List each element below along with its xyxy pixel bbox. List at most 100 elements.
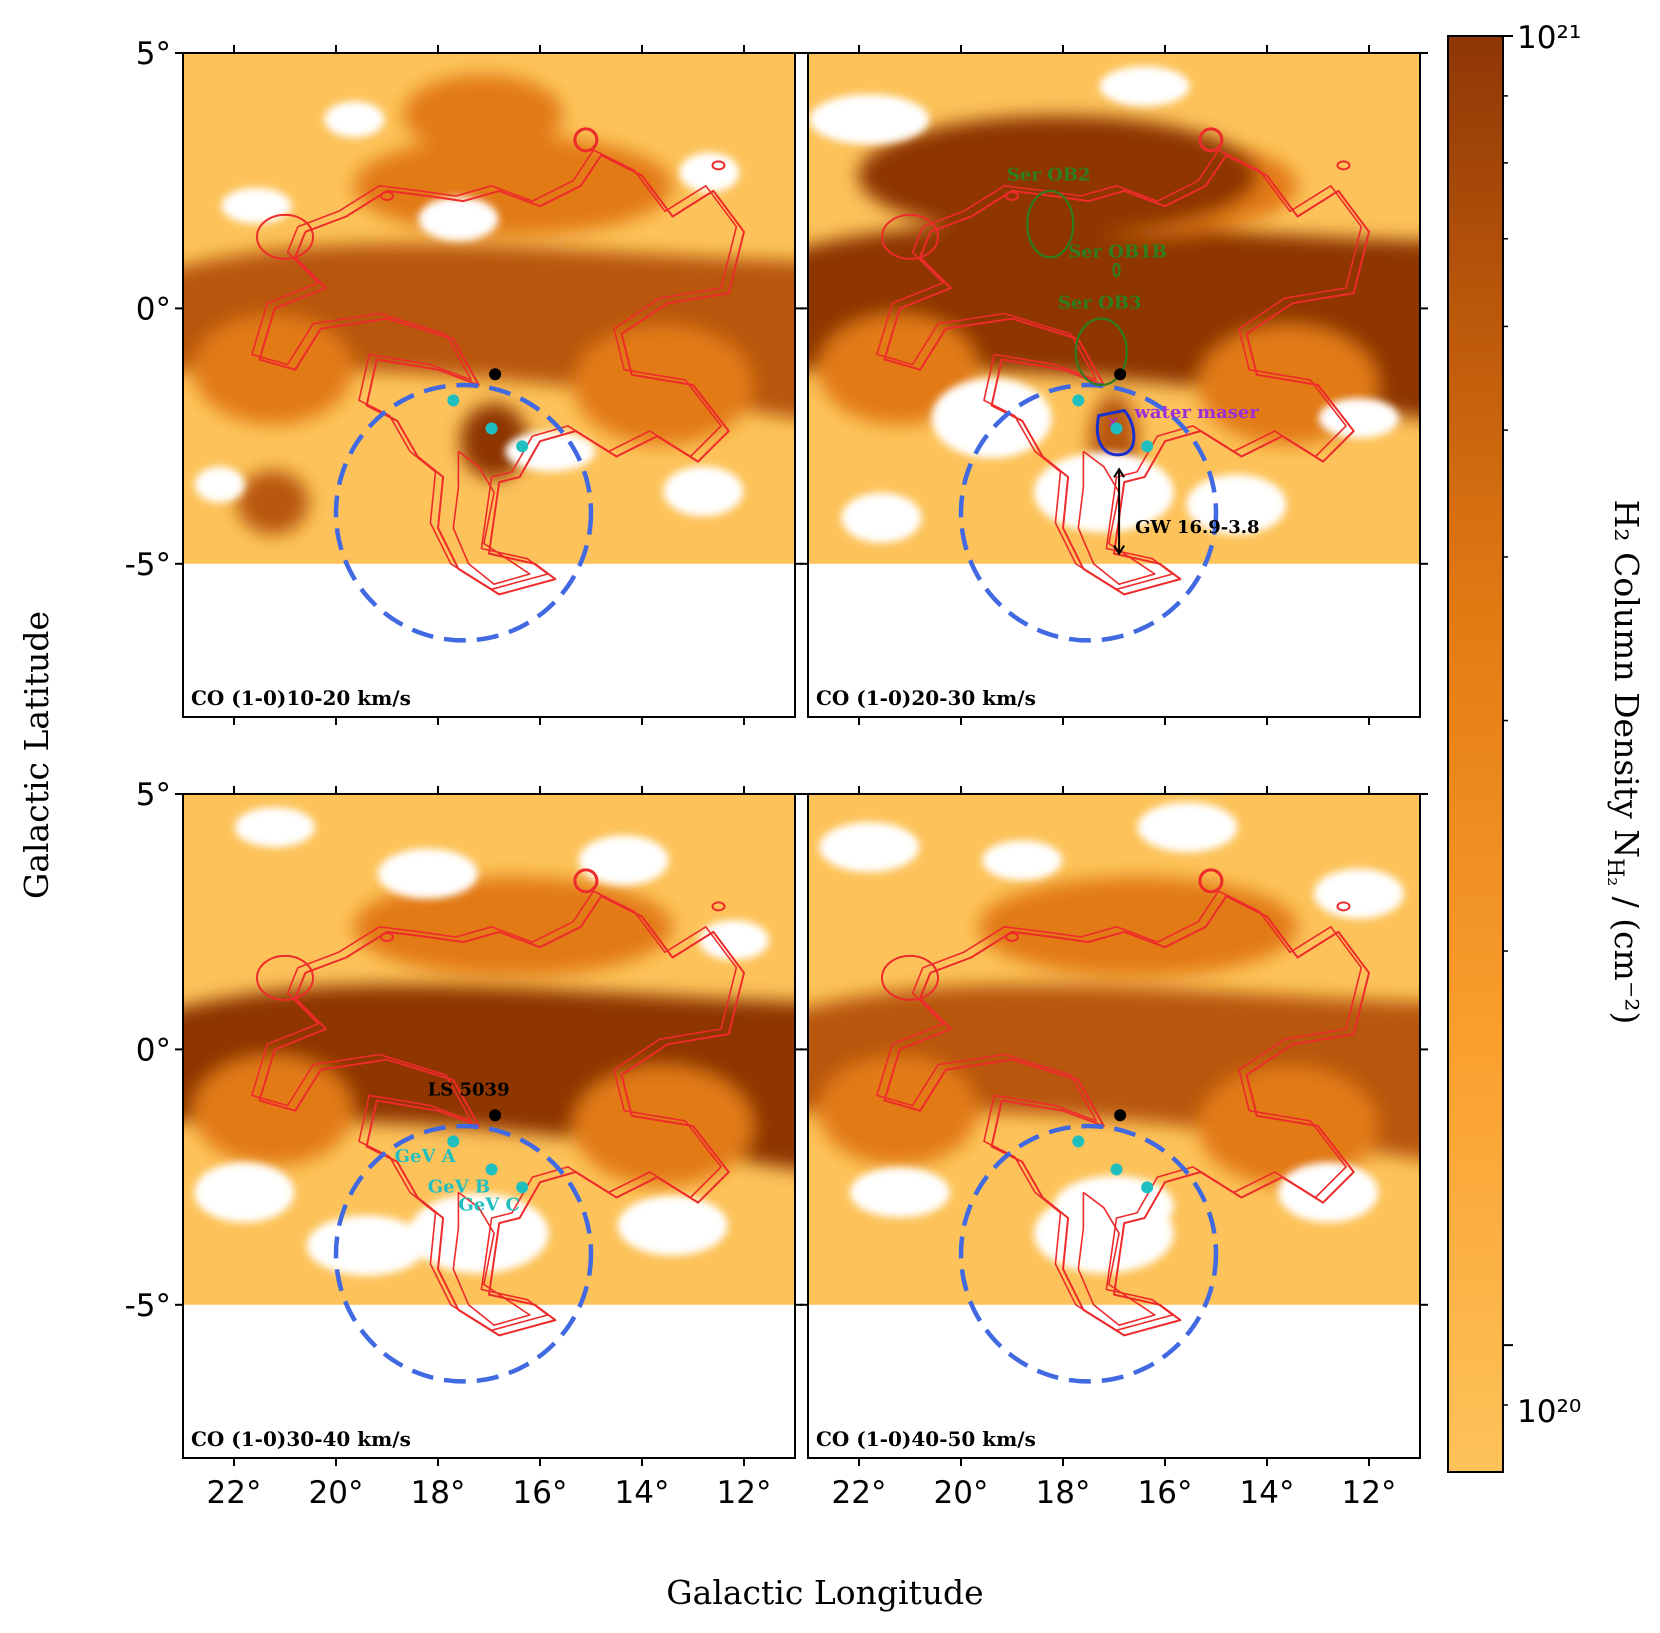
- x-axis-title: Galactic Longitude: [666, 1573, 983, 1612]
- empty-hole: [931, 378, 1052, 459]
- empty-hole: [982, 840, 1063, 881]
- label-ser-ob3: Ser OB3: [1058, 292, 1142, 313]
- x-tick-label: 12°: [717, 1475, 772, 1511]
- contour-small: [711, 901, 726, 912]
- empty-hole: [663, 466, 744, 517]
- empty-hole: [841, 492, 922, 543]
- colorbar-title-unit: / (cm⁻²): [1607, 886, 1646, 1024]
- density-blobs: [808, 115, 1420, 490]
- cloud-west: [193, 314, 353, 425]
- empty-hole: [1278, 1162, 1379, 1223]
- x-tick-label: 18°: [411, 1475, 466, 1511]
- empty-holes: [809, 66, 1399, 543]
- gev-source-b: [1110, 422, 1123, 435]
- panel-label-1: CO (1-0)10-20 km/s: [191, 686, 411, 710]
- label-gev-b: GeV B: [428, 1176, 490, 1197]
- empty-holes: [194, 101, 744, 517]
- y-tick-label: 5°: [136, 777, 171, 813]
- gev-source-a: [447, 394, 460, 407]
- contour-inner: [1077, 450, 1156, 586]
- empty-hole: [221, 187, 292, 224]
- gev-source-a: [447, 1135, 460, 1148]
- contour-main-outer: [251, 149, 738, 591]
- empty-hole: [418, 197, 499, 241]
- cloud-west: [818, 1055, 978, 1166]
- empty-hole: [306, 1215, 427, 1276]
- cloud-upper-dense: [858, 115, 1258, 236]
- y-tick-label: 5°: [136, 36, 171, 72]
- contour-small: [1336, 901, 1351, 912]
- y-tick-label: -5°: [125, 547, 171, 583]
- ticks: [175, 786, 803, 1466]
- cloud-north: [403, 74, 563, 155]
- cloud-east: [1198, 1066, 1378, 1187]
- contour-ring-west: [881, 954, 939, 1001]
- contour-inner: [1077, 1191, 1156, 1326]
- label-ser-ob1b: Ser OB1B: [1068, 241, 1167, 262]
- contour-ring-north: [1198, 127, 1224, 153]
- panel-label-4: CO (1-0)40-50 km/s: [816, 1427, 1036, 1451]
- x-tick-label: 22°: [207, 1475, 262, 1511]
- y-tick-label: 0°: [136, 291, 171, 327]
- gw-arrow-down-head: [1113, 545, 1125, 556]
- contour-ring-north: [1198, 868, 1224, 894]
- panel-label-2: CO (1-0)20-30 km/s: [816, 686, 1036, 710]
- x-tick-label: 12°: [1342, 1475, 1397, 1511]
- ticks: [175, 45, 803, 725]
- panel-label-3: CO (1-0)30-40 km/s: [191, 1427, 411, 1451]
- contour-main: [883, 895, 1370, 1337]
- colorbar-max-label: 10²¹: [1517, 20, 1581, 56]
- panel-frame: [807, 793, 1421, 1459]
- empty-hole: [1033, 1193, 1174, 1274]
- empty-hole: [679, 152, 740, 193]
- gev-source-a: [1072, 1135, 1085, 1148]
- contour-small: [1005, 191, 1019, 202]
- ls5039-marker: [1114, 1109, 1127, 1122]
- cloud-west: [193, 1055, 353, 1166]
- colorbar-title: H₂ Column Density NH₂ / (cm⁻²): [1602, 500, 1646, 1025]
- ticks: [800, 45, 1428, 725]
- empty-hole: [408, 1193, 549, 1274]
- colorbar-title-main: H₂ Column Density N: [1607, 500, 1646, 858]
- empty-hole: [324, 101, 385, 138]
- panel-image-1: [183, 53, 795, 717]
- tev-circle: [958, 382, 1219, 643]
- y-tick-label: 0°: [136, 1032, 171, 1068]
- cloud-upper: [353, 876, 673, 977]
- panel-frame: [182, 793, 796, 1459]
- label-gev-c: GeV C: [458, 1194, 519, 1215]
- contour-small: [711, 160, 726, 171]
- radio-contours: [251, 127, 745, 596]
- panel-1: CO (1-0)10-20 km/s 5° 0° -5°: [125, 36, 803, 725]
- contour-main: [258, 895, 745, 1337]
- cloud-upper: [978, 876, 1298, 977]
- empty-hole: [194, 1162, 295, 1223]
- colorbar: 10²¹ 10²⁰ H₂ Column Density NH₂ / (cm⁻²): [1447, 20, 1646, 1473]
- y-tick-label: -5°: [125, 1288, 171, 1324]
- x-tick-label: 14°: [615, 1475, 670, 1511]
- cloud-southwest: [237, 470, 309, 535]
- empty-hole: [1033, 452, 1174, 533]
- contour-small: [380, 191, 394, 202]
- x-tick-label: 18°: [1036, 1475, 1091, 1511]
- colorbar-title-sub: H₂: [1602, 858, 1627, 886]
- gev-source-b: [1110, 1163, 1123, 1176]
- empty-hole: [1137, 802, 1238, 853]
- water-maser-contour: [1096, 408, 1136, 457]
- gev-source-b: [485, 422, 498, 435]
- ob-association-ellipse: [1112, 262, 1121, 278]
- label-ser-ob2: Ser OB2: [1007, 165, 1091, 186]
- empty-hole: [809, 94, 930, 145]
- contour-inner: [452, 1191, 531, 1326]
- tev-circle: [333, 1123, 594, 1384]
- x-tick-label: 20°: [309, 1475, 364, 1511]
- density-blobs: [183, 876, 795, 1187]
- empty-hole: [1318, 398, 1399, 439]
- gev-source-c: [516, 440, 529, 453]
- gev-source-b: [485, 1163, 498, 1176]
- empty-hole: [1186, 474, 1287, 535]
- empty-hole: [1313, 868, 1404, 919]
